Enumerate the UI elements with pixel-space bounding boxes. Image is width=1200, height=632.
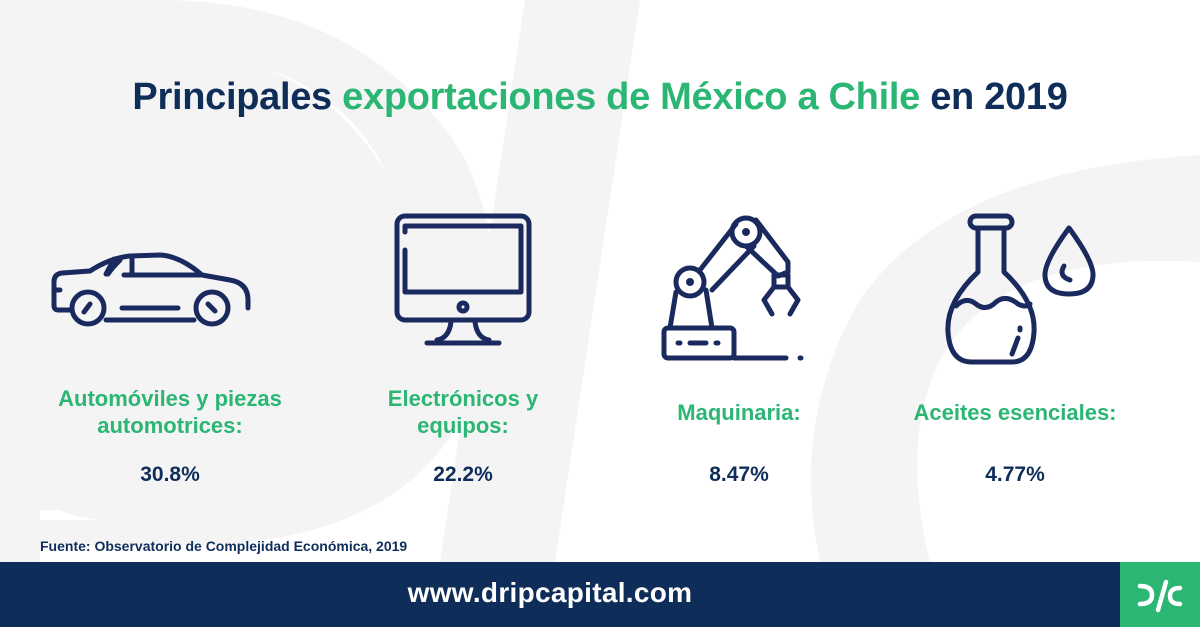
item-label-line2: equipos: bbox=[417, 413, 509, 438]
page-title: Principales exportaciones de México a Ch… bbox=[0, 76, 1200, 119]
monitor-icon bbox=[393, 212, 533, 348]
website-link[interactable]: www.dripcapital.com bbox=[407, 577, 693, 608]
dripcapital-logo bbox=[1120, 562, 1200, 627]
title-part2: en 2019 bbox=[919, 76, 1068, 118]
item-value: 22.2% bbox=[433, 463, 493, 486]
watermark-logo bbox=[0, 0, 1200, 562]
item-value: 4.77% bbox=[985, 463, 1045, 486]
logo-mark-icon bbox=[1137, 579, 1183, 613]
flask-drop-icon bbox=[942, 212, 1098, 368]
item-label-line1: Aceites esenciales: bbox=[913, 400, 1117, 425]
title-part1: Principales bbox=[132, 76, 343, 118]
item-label-line2: automotrices: bbox=[97, 413, 243, 438]
item-label-line1: Automóviles y piezas bbox=[58, 386, 282, 411]
item-value: 30.8% bbox=[140, 463, 200, 486]
title-highlight: exportaciones de México a Chile bbox=[342, 76, 920, 118]
footer-bar: www.dripcapital.com bbox=[0, 562, 1200, 627]
item-value: 8.47% bbox=[709, 463, 769, 486]
item-label-line1: Electrónicos y bbox=[387, 386, 539, 411]
item-label-line1: Maquinaria: bbox=[677, 400, 801, 425]
car-icon bbox=[50, 250, 252, 335]
robotic-arm-icon bbox=[660, 212, 810, 364]
source-note: Fuente: Observatorio de Complejidad Econ… bbox=[40, 538, 408, 554]
